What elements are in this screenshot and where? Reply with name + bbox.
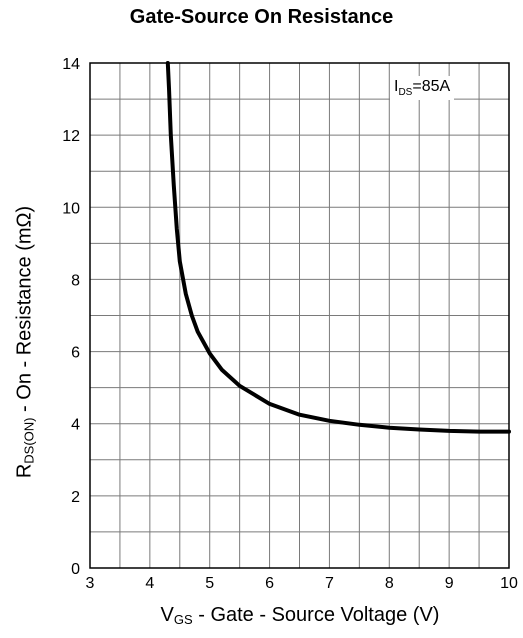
x-tick-label: 6 bbox=[265, 575, 274, 592]
x-axis-label: VGS - Gate - Source Voltage (V) bbox=[160, 604, 440, 627]
x-tick-label: 8 bbox=[385, 575, 394, 592]
y-tick-label: 2 bbox=[71, 489, 80, 506]
x-tick-label: 10 bbox=[500, 575, 518, 592]
y-tick-label: 8 bbox=[71, 272, 80, 289]
x-tick-label: 3 bbox=[86, 575, 95, 592]
y-tick-label: 12 bbox=[62, 128, 80, 145]
y-tick-label: 6 bbox=[71, 345, 80, 362]
y-tick-label: 14 bbox=[62, 56, 80, 73]
current-annotation: IDS=85A bbox=[390, 76, 455, 100]
y-tick-label: 10 bbox=[62, 200, 80, 217]
plot-frame bbox=[89, 62, 510, 569]
x-tick-label: 7 bbox=[325, 575, 334, 592]
y-tick-label: 4 bbox=[71, 417, 80, 434]
x-tick-label: 9 bbox=[445, 575, 454, 592]
grid-lines bbox=[89, 62, 510, 569]
y-tick-label: 0 bbox=[71, 561, 80, 578]
chart-title: Gate-Source On Resistance bbox=[129, 6, 394, 28]
x-tick-label: 5 bbox=[205, 575, 214, 592]
tick-labels: 3 4 5 6 7 8 9 10 0 2 4 6 8 10 12 14 bbox=[62, 56, 518, 592]
series-line bbox=[165, 61, 511, 434]
x-tick-label: 4 bbox=[145, 575, 154, 592]
